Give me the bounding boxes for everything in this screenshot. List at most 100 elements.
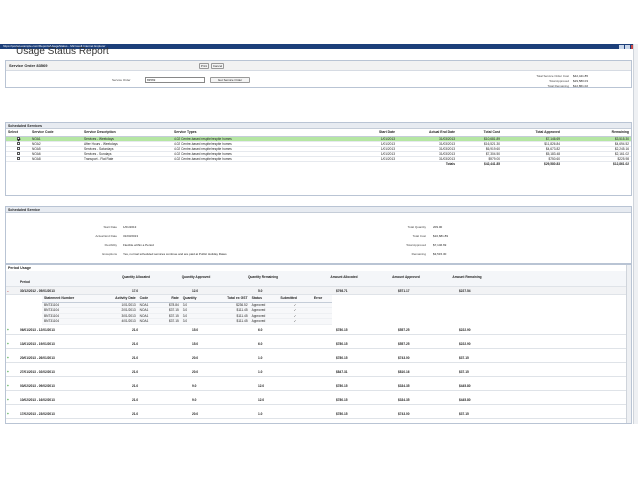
activity-row: BNT31104 4/01/2013 NOA1 $37.15 3.0 $111.… [42,318,332,325]
expand-icon[interactable]: + [7,412,9,416]
col-qty-allocated: Quantity Allocated [121,275,151,279]
table-row[interactable]: NOA1 Services - Weekdays 4.02 Centre-bas… [6,136,631,142]
total-cost-value: $42,441.85 [573,74,589,78]
qty-allocated: 17.0 [132,289,139,293]
qty-remaining: 1.0 [258,370,263,374]
qty-approved: 15.0 [192,328,199,332]
code: NOA1 [137,302,159,308]
code: NOA1 [137,318,159,325]
expand-icon[interactable]: + [7,342,9,346]
total-approved: $5,183.48 [502,151,562,157]
expand-icon[interactable]: + [7,398,9,402]
period-row[interactable]: +06/01/2013 - 12/01/2013 21.0 15.0 6.0 $780.… [6,325,626,335]
status: Approved [249,307,279,314]
col-total-ex-gst: Total ex GST [209,295,250,303]
table-row[interactable]: NOA5 Services - Saturdays 4.02 Centre-ba… [6,146,631,152]
qty-allocated: 21.0 [132,384,139,388]
get-service-order-button[interactable]: Get Service Order [210,77,250,83]
period-row[interactable]: +27/01/2013 - 02/02/2013 21.0 20.0 1.0 $847.… [6,367,626,377]
qty-allocated: 21.0 [132,356,139,360]
rate: $78.84 [158,302,181,308]
period-row[interactable]: +13/01/2013 - 19/01/2013 21.0 15.0 6.0 $780.… [6,339,626,349]
col-amt-approved: Amount Approved [392,275,420,279]
period-range: 30/12/2012 - 05/01/2013 [20,289,55,293]
period-row[interactable]: +10/02/2013 - 16/02/2013 21.0 9.0 12.0 $780.… [6,395,626,405]
col-qty-remaining: Quantity Remaining [247,275,279,279]
total-cost-value: $10,681.89 [433,234,449,238]
service-type: 4.02 Centre-based respite/respite homes [172,151,362,157]
col-select: Select [6,129,30,137]
remaining: $225.98 [562,156,631,162]
amt-allocated: $780.15 [336,328,348,332]
total-approved: $11,826.84 [502,141,562,147]
actual-end-date-label: Actual End Date [95,234,117,238]
col-actual-end-date: Actual End Date [397,129,457,137]
col-amt-remaining: Amount Remaining [452,275,482,279]
period-range: 27/01/2013 - 02/02/2013 [20,370,55,374]
row-select-checkbox[interactable] [16,142,20,146]
end-date: 31/03/2013 [397,156,457,162]
period-usage-scrollbar[interactable] [626,265,631,423]
col-rate: Rate [158,295,181,303]
quantity: 3.0 [180,302,210,308]
total-remaining-label: Total Remaining [547,84,569,88]
activity-date: 4/01/2013 [97,318,138,325]
print-button[interactable]: Print [199,63,209,69]
service-order-title: Service Order 83569 [9,63,48,68]
period-row[interactable]: +17/02/2013 - 23/02/2013 21.0 20.0 1.0 $780.… [6,409,626,419]
col-total-cost: Total Cost [457,129,502,137]
total-cost: $7,304.50 [457,151,502,157]
submitted-check-icon: ✓ [278,307,312,314]
end-date: 31/03/2013 [397,136,457,142]
table-header-row: Select Service Code Service Description … [6,129,631,137]
amt-allocated: $780.15 [336,356,348,360]
expand-icon[interactable]: + [7,356,9,360]
expand-icon[interactable]: + [7,384,9,388]
minimize-icon[interactable] [619,44,624,49]
table-row[interactable]: NOA6 Services - Sundays 4.02 Centre-base… [6,151,631,157]
col-service-description: Service Description [82,129,172,137]
amt-allocated: $780.15 [336,412,348,416]
row-select-checkbox[interactable] [16,147,20,151]
service-type: 4.02 Centre-based respite/respite homes [172,136,362,142]
row-select-checkbox[interactable] [16,157,20,161]
code: NOA1 [137,307,159,314]
table-row[interactable]: NOA8 Transport - Flat Rate 4.02 Centre-b… [6,156,631,162]
maximize-icon[interactable] [625,44,630,49]
flexibility-value: Flexible within a Period [123,243,154,247]
service-type: 4.02 Centre-based respite/respite homes [172,156,362,162]
period-row[interactable]: +20/01/2013 - 26/01/2013 21.0 20.0 1.0 $780.… [6,353,626,363]
status: Approved [249,318,279,325]
col-code: Code [137,295,159,303]
total-ex-gst: $111.45 [209,307,250,314]
row-select-checkbox[interactable] [16,137,20,141]
start-date: 1/01/2013 [362,141,397,147]
submitted-check-icon: ✓ [278,318,312,325]
page-scrollbar[interactable] [633,44,638,424]
total-cost: $979.00 [457,156,502,162]
row-select-checkbox[interactable] [16,152,20,156]
expand-icon[interactable]: + [7,370,9,374]
period-row[interactable]: +03/02/2013 - 09/02/2013 21.0 9.0 12.0 $780.… [6,381,626,391]
scheduled-service-heading: Scheduled Service [6,207,631,213]
table-row[interactable]: NOA2 After Hours - Weekdays 4.02 Centre-… [6,141,631,147]
collapse-icon[interactable]: − [7,290,9,294]
service-order-input[interactable]: 83569 [145,77,205,83]
start-date: 1/01/2013 [362,146,397,152]
remaining-value: $3,515.30 [433,252,447,256]
service-description: Services - Saturdays [82,146,172,152]
qty-approved: 9.0 [192,398,197,402]
amt-approved: $743.00 [398,356,410,360]
period-row-expanded[interactable]: − 30/12/2012 - 05/01/2013 17.0 12.0 5.0 … [6,287,626,295]
totals-row: Totals $42,441.85 $29,580.83 $12,861.02 [6,161,631,166]
service-code: NOA2 [30,141,82,147]
scheduled-services-table: Select Service Code Service Description … [6,129,631,166]
col-status: Status [249,295,279,303]
expand-icon[interactable]: + [7,328,9,332]
cancel-button[interactable]: Cancel [211,63,224,69]
total-approved: $4,673.82 [502,146,562,152]
qty-remaining: 5.0 [258,289,263,293]
amt-allocated: $798.71 [336,289,348,293]
activity-date: 2/01/2013 [97,307,138,314]
total-quantity-label: Total Quantity [407,225,426,229]
